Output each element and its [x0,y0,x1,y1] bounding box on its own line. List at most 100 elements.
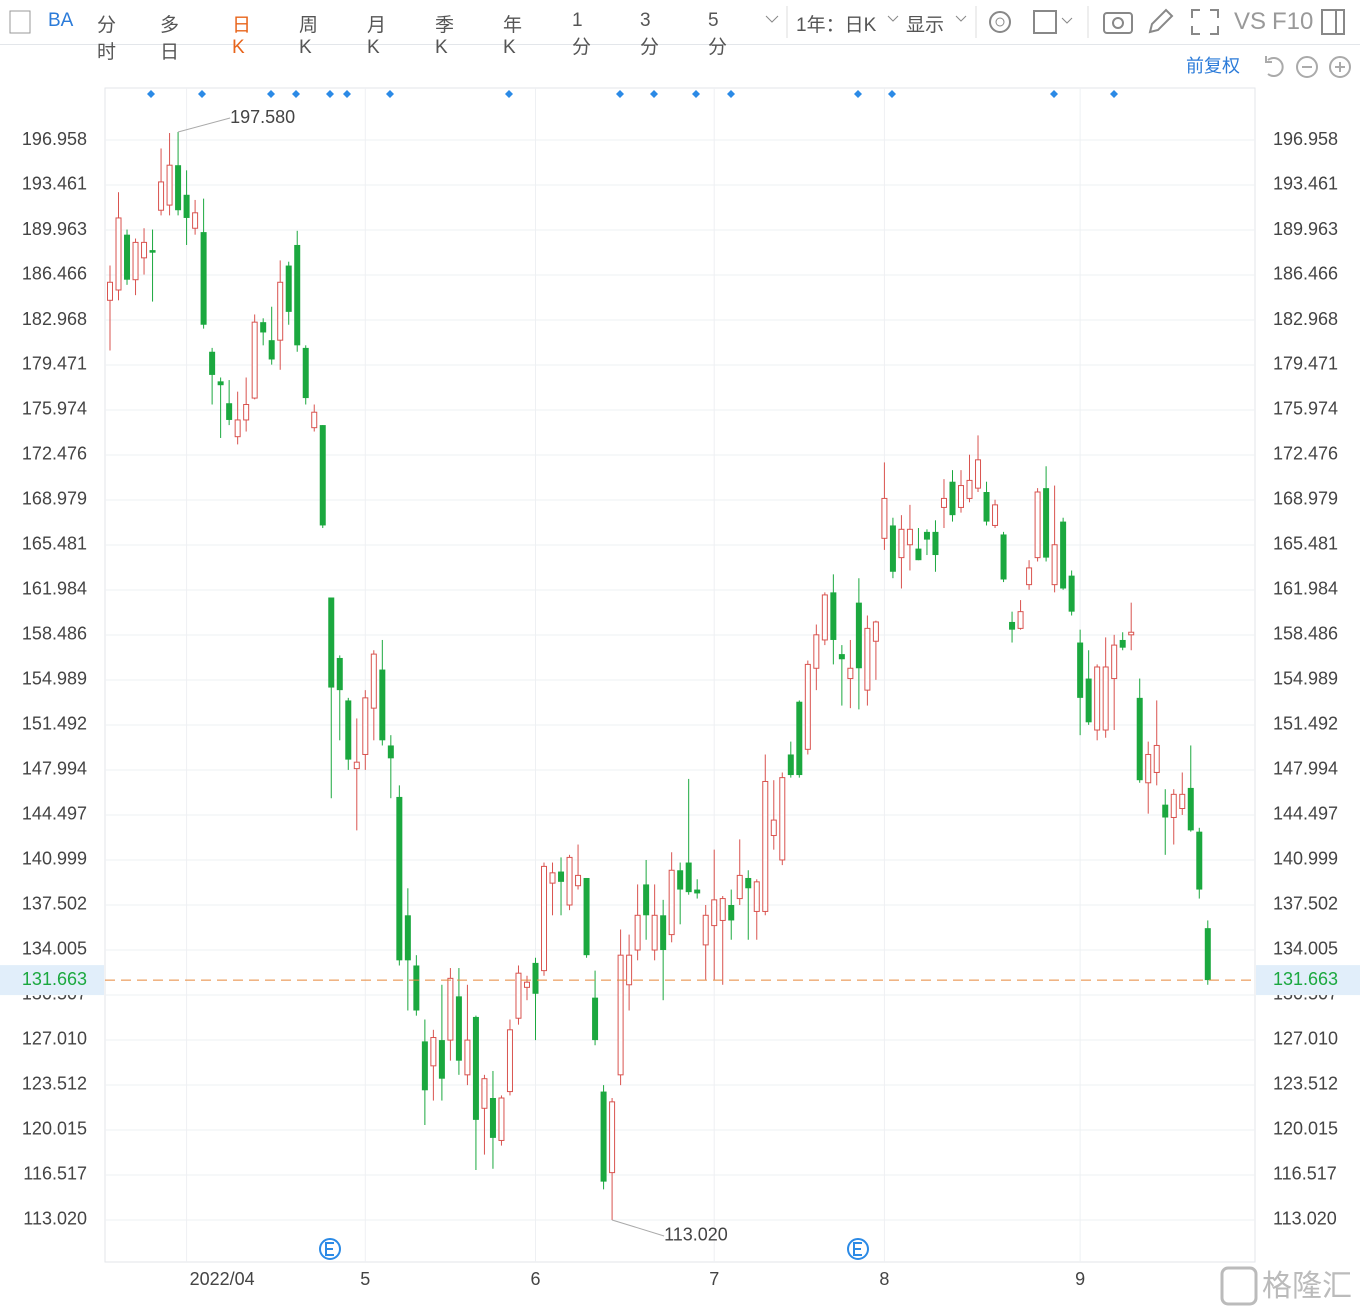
earnings-marker [325,1242,334,1256]
camera-icon [1112,17,1124,29]
candle-body [864,627,871,691]
tab[interactable]: 周K [299,15,319,58]
candle-body [1017,611,1024,629]
candle-body [115,217,122,291]
candle-body [328,597,335,688]
candle-body [234,419,241,438]
vs-button[interactable]: VS [1234,8,1267,35]
tab[interactable]: 多日 [160,15,180,63]
annotation-leader [177,117,231,133]
y-tick-label: 182.968 [22,309,87,329]
camera-icon[interactable] [1103,12,1133,34]
tab[interactable]: 月K [367,15,387,58]
y2-tick-label: 168.979 [1273,489,1338,509]
candle-body [1051,544,1058,586]
candle-body [651,914,658,951]
tab[interactable]: 年K [503,15,523,58]
candle-body [1068,575,1075,612]
y2-tick-label: 144.497 [1273,804,1338,824]
candle-body [796,701,803,776]
earnings-marker [853,1242,862,1256]
candle-body [413,965,420,1011]
settings-icon[interactable] [989,11,1011,33]
y2-tick-label: 140.999 [1273,849,1338,869]
last-price-label: 131.663 [22,969,87,989]
tab[interactable]: 日K [232,15,252,58]
earnings-marker[interactable] [319,1238,341,1260]
candle-body [1204,928,1211,981]
candle-body [1170,793,1177,819]
earnings-markers [319,1238,869,1260]
watermark-text: 格隆汇 [1262,1270,1352,1303]
candle-body [838,654,845,660]
y-tick-label: 134.005 [22,939,87,959]
candle-body [592,997,599,1041]
candle-body [1060,521,1067,589]
candle-body [855,602,862,669]
icon [1061,17,1073,24]
display-select[interactable]: 显示 [906,15,945,36]
f10-button[interactable]: F10 [1272,8,1314,35]
tab[interactable]: 3分 [640,10,660,58]
candle-body [541,865,548,972]
zoom-in[interactable] [1329,56,1351,78]
candle-body [736,874,743,900]
candle-body [132,241,139,281]
y2-tick-label: 127.010 [1273,1029,1338,1049]
candle-body [217,381,224,386]
candle-body [702,914,709,946]
candle-body [787,754,794,776]
candle-body [983,491,990,522]
y-tick-label: 137.502 [22,894,87,914]
candle-body [549,872,556,884]
candle-body [532,962,539,994]
icon [887,15,899,22]
candle-body [311,411,318,429]
candle-body [141,241,148,259]
candle-body [345,700,352,760]
candle-body [209,351,216,375]
candle-body [149,250,156,253]
y2-tick-label: 175.974 [1273,399,1338,419]
y-tick-label: 158.486 [22,624,87,644]
tab[interactable]: 1分 [572,10,592,58]
fullscreen-icon[interactable] [1191,9,1219,35]
y-tick-label: 113.020 [23,1209,87,1229]
candle-body [677,870,684,890]
candle-body [762,780,769,912]
y2-tick-label: 196.958 [1273,129,1338,149]
y-tick-label: 120.015 [22,1119,87,1139]
y-tick-label: 130.507 [22,984,87,1004]
earnings-marker[interactable] [847,1238,869,1260]
event-marker[interactable] [147,90,1118,98]
candle-body [523,981,530,988]
adjust-button[interactable]: 前复权 [1186,56,1240,76]
candle-body [660,915,667,951]
candle-body [362,697,369,755]
candle-body [438,1040,445,1079]
tab[interactable]: 5分 [708,10,728,58]
range-select[interactable]: 1年：日K [796,15,877,36]
tab[interactable]: 分时 [97,15,117,63]
candle-body [260,322,267,333]
candle-body [685,862,692,893]
tab[interactable]: 季K [435,15,455,58]
x-tick-label: 8 [879,1269,889,1289]
candle-body [370,653,377,709]
candle-body [923,531,930,540]
zoom-out[interactable] [1296,56,1318,78]
candle-body [336,657,343,691]
candle-body [719,898,726,921]
candle-body [430,1037,437,1067]
panel-icon[interactable] [1321,9,1345,35]
shape-icon[interactable] [1033,10,1057,34]
annotation-label: 197.580 [230,107,295,127]
candle-body [1196,831,1203,890]
pen-icon[interactable] [1148,8,1174,34]
y-tick-label: 172.476 [22,444,87,464]
zoom-in [1335,62,1345,72]
reset-icon[interactable] [1265,56,1284,77]
candle-body [617,954,624,1076]
toolbar: BA 分时 多日 日K 周K 月K 季K 年K 1分 3分 5分 1年：日K 显示 VS F10 [0,0,1360,63]
